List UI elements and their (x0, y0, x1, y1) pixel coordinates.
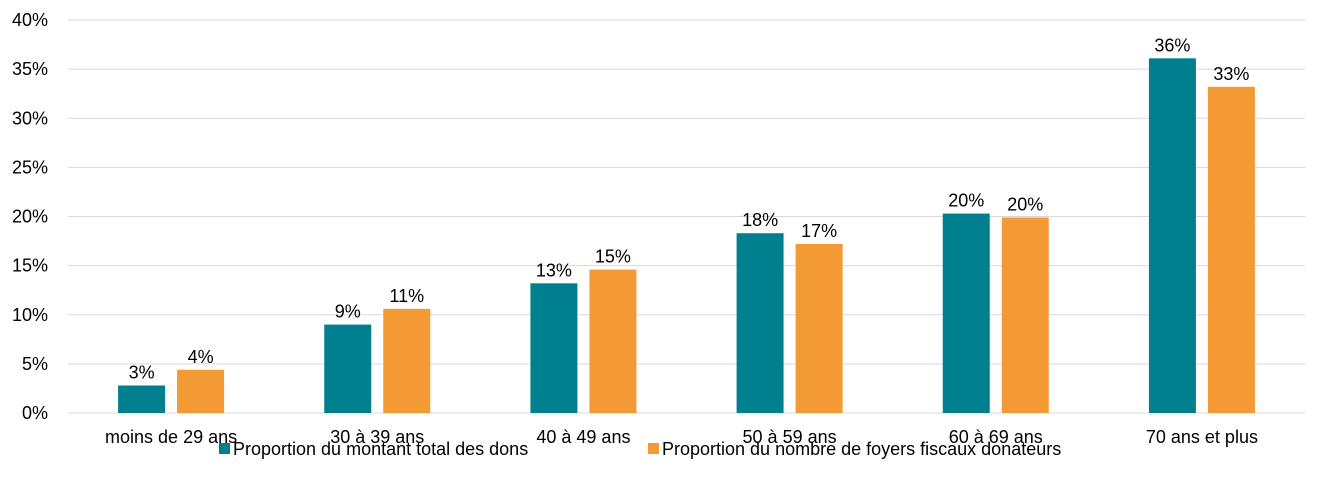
data-labels: 3% 4% 9% 11% 13% 15% 18% 17% 20% 20% 36% 33% (129, 35, 1250, 382)
data-label: 11% (389, 286, 424, 306)
bar (1001, 217, 1049, 413)
bar (1148, 58, 1196, 413)
y-tick-label: 40% (12, 10, 48, 30)
x-axis-ticks: moins de 29 ans 30 à 39 ans 40 à 49 ans 50 … (105, 427, 1258, 447)
legend-label-montant: Proportion du montant total des dons (233, 439, 528, 459)
bar (942, 213, 990, 413)
legend: Proportion du montant total des dons Pro… (219, 439, 1061, 459)
y-tick-label: 30% (12, 108, 48, 128)
bar (1207, 86, 1255, 413)
data-label: 20% (948, 191, 984, 211)
y-tick-label: 0% (22, 403, 48, 423)
legend-label-foyers: Proportion du nombre de foyers fiscaux d… (662, 439, 1061, 459)
bar (177, 369, 225, 413)
data-label: 15% (595, 247, 631, 267)
bar (589, 269, 637, 413)
y-tick-label: 15% (12, 256, 48, 276)
legend-swatch-foyers (648, 443, 659, 454)
data-label: 17% (801, 221, 837, 241)
x-tick-label: 40 à 49 ans (536, 427, 630, 447)
data-label: 3% (129, 362, 155, 382)
y-tick-label: 35% (12, 59, 48, 79)
data-label: 9% (335, 302, 361, 322)
data-label: 4% (188, 347, 214, 367)
bar (383, 308, 431, 413)
legend-swatch-montant (219, 443, 230, 454)
y-tick-label: 25% (12, 157, 48, 177)
data-label: 20% (1007, 194, 1043, 214)
x-tick-label: 70 ans et plus (1146, 427, 1258, 447)
y-tick-label: 5% (22, 354, 48, 374)
y-axis-ticks: 0% 5% 10% 15% 20% 25% 30% 35% 40% (12, 10, 48, 423)
y-tick-label: 20% (12, 207, 48, 227)
x-tick-label: 60 à 69 ans (949, 427, 1043, 447)
bar (795, 244, 843, 413)
x-tick-label: 30 à 39 ans (330, 427, 424, 447)
x-tick-label: 50 à 59 ans (743, 427, 837, 447)
bar (324, 324, 372, 413)
gridlines (68, 19, 1305, 414)
bar (530, 283, 578, 413)
bar (736, 233, 784, 413)
y-tick-label: 10% (12, 305, 48, 325)
bars (118, 58, 1255, 413)
data-label: 18% (742, 210, 778, 230)
data-label: 36% (1154, 35, 1190, 55)
bar (118, 385, 166, 413)
data-label: 13% (536, 260, 572, 280)
data-label: 33% (1213, 64, 1249, 84)
x-tick-label: moins de 29 ans (105, 427, 237, 447)
